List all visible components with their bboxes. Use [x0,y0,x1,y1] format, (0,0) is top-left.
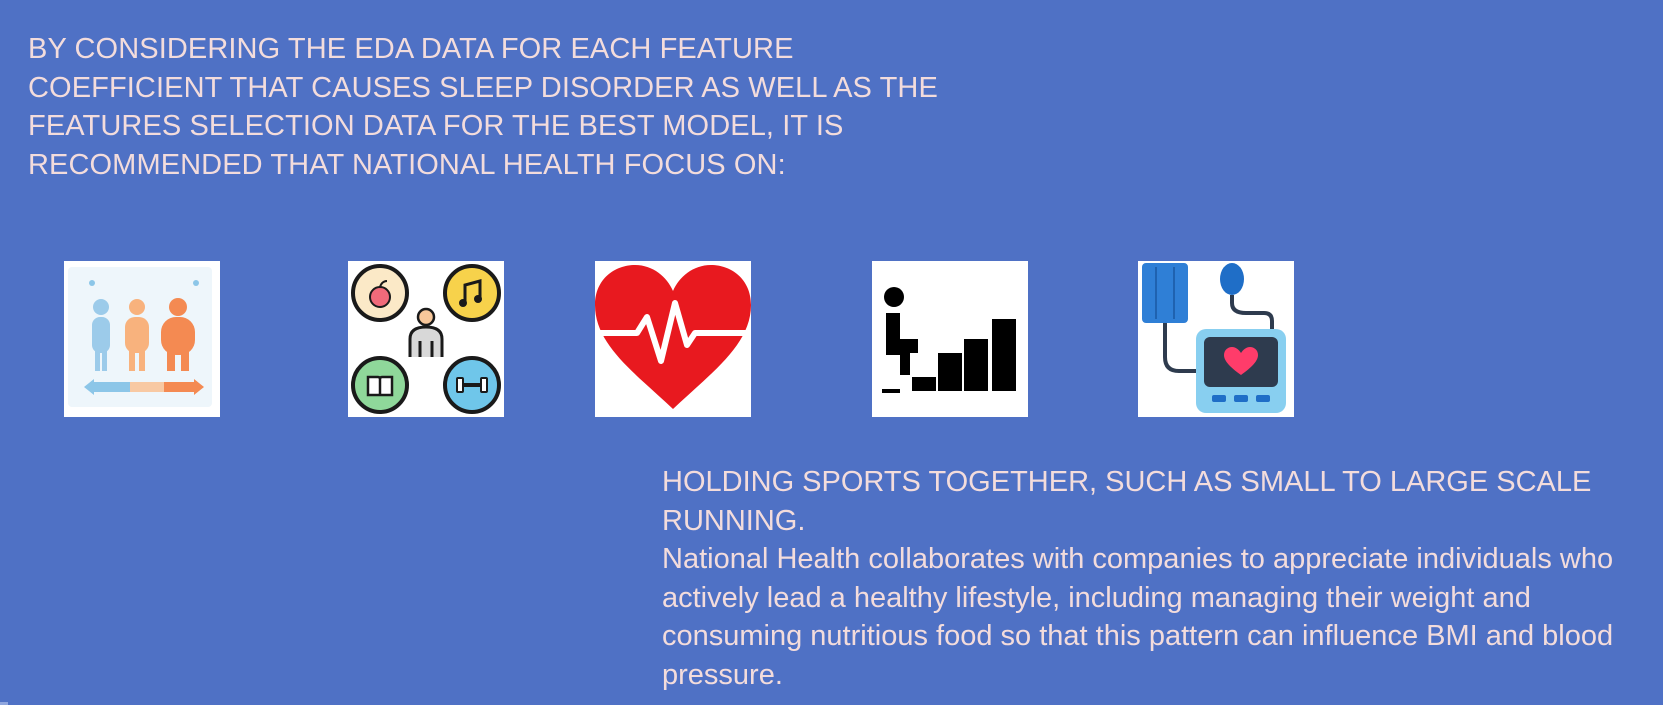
heart-rate-icon [595,261,751,417]
recommendation-heading: HOLDING SPORTS TOGETHER, SUCH AS SMALL T… [662,466,1592,537]
blood-pressure-monitor-icon [1138,261,1294,417]
physical-activity-steps-icon [872,261,1028,417]
bmi-scale-icon [64,261,220,417]
intro-text: BY CONSIDERING THE EDA DATA FOR EACH FEA… [28,33,938,181]
recommendation-body: National Health collaborates with compan… [662,543,1614,691]
recommendation-text: HOLDING SPORTS TOGETHER, SUCH AS SMALL T… [662,463,1652,694]
corner-mark [0,702,8,705]
lifestyle-icon [348,261,504,417]
